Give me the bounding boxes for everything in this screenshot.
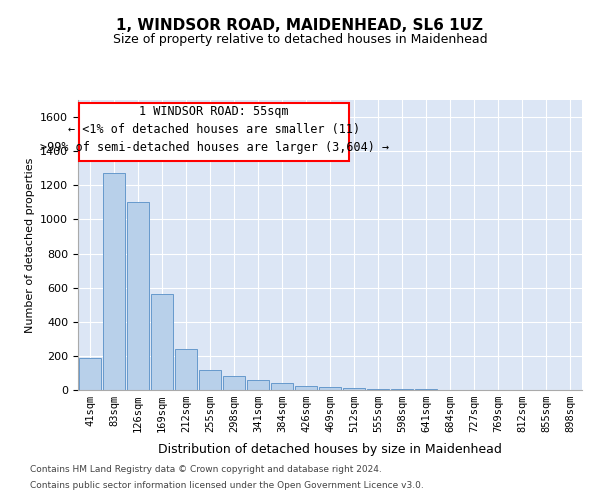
Text: Contains HM Land Registry data © Crown copyright and database right 2024.: Contains HM Land Registry data © Crown c…: [30, 466, 382, 474]
Y-axis label: Number of detached properties: Number of detached properties: [25, 158, 35, 332]
Bar: [175, 349, 197, 390]
Bar: [247, 380, 269, 390]
Bar: [295, 386, 317, 390]
Bar: [151, 294, 173, 390]
Bar: [223, 376, 245, 390]
Text: 1, WINDSOR ROAD, MAIDENHEAD, SL6 1UZ: 1, WINDSOR ROAD, MAIDENHEAD, SL6 1UZ: [116, 18, 484, 32]
Text: Contains public sector information licensed under the Open Government Licence v3: Contains public sector information licen…: [30, 480, 424, 490]
Text: Size of property relative to detached houses in Maidenhead: Size of property relative to detached ho…: [113, 32, 487, 46]
Bar: [319, 388, 341, 390]
Bar: [271, 383, 293, 390]
Bar: [127, 202, 149, 390]
Text: >99% of semi-detached houses are larger (3,604) →: >99% of semi-detached houses are larger …: [40, 142, 389, 154]
Text: ← <1% of detached houses are smaller (11): ← <1% of detached houses are smaller (11…: [68, 122, 360, 136]
Bar: [367, 388, 389, 390]
Bar: [391, 389, 413, 390]
FancyBboxPatch shape: [79, 104, 349, 162]
Text: 1 WINDSOR ROAD: 55sqm: 1 WINDSOR ROAD: 55sqm: [139, 106, 289, 118]
Bar: [343, 388, 365, 390]
X-axis label: Distribution of detached houses by size in Maidenhead: Distribution of detached houses by size …: [158, 444, 502, 456]
Bar: [79, 358, 101, 390]
Bar: [199, 370, 221, 390]
Bar: [103, 174, 125, 390]
